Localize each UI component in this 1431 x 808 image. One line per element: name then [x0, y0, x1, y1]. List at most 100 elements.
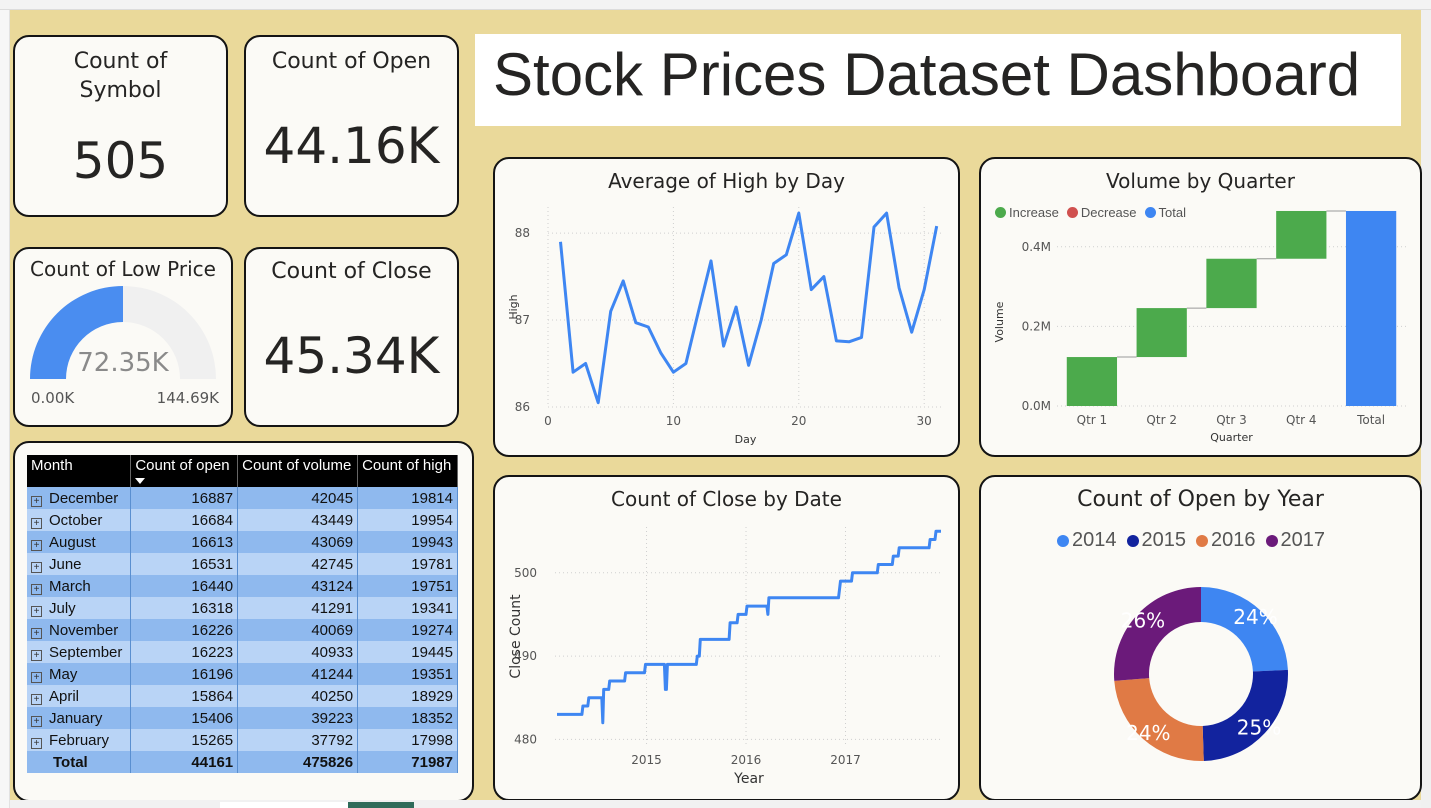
- cell-month[interactable]: + May: [27, 663, 132, 685]
- cell-high: 19814: [357, 487, 458, 509]
- chart-card-close-date[interactable]: Count of Close by Date 480 490 500 2015 2016…: [493, 475, 960, 801]
- table-row[interactable]: + December 16887 42045 19814: [27, 487, 458, 509]
- cell-volume: 41244: [237, 663, 359, 685]
- donut-slice-2015: [1202, 669, 1288, 761]
- legend-dot-icon: [995, 207, 1006, 218]
- chart-title: Average of High by Day: [608, 169, 845, 193]
- x-tick-label: 30: [917, 414, 932, 428]
- kpi-card-close[interactable]: Count of Close 45.34K: [244, 247, 459, 427]
- page-tab-active[interactable]: [348, 802, 414, 808]
- legend-label: 2014: [1072, 529, 1117, 551]
- y-tick-label: 490: [514, 649, 537, 663]
- x-tick-label: 0: [544, 414, 552, 428]
- cell-total-volume: 475826: [237, 751, 359, 773]
- expand-icon[interactable]: +: [31, 605, 42, 617]
- chart-card-avg-high[interactable]: Average of High by Day 86 87 88 0 10 20 30 Day H…: [493, 157, 960, 457]
- expand-icon[interactable]: +: [31, 539, 42, 551]
- series-line: [559, 211, 939, 405]
- y-tick-label: 480: [514, 732, 537, 746]
- month-label: January: [49, 709, 103, 727]
- expand-icon[interactable]: +: [31, 517, 42, 529]
- x-tick-label: 10: [666, 414, 681, 428]
- month-label: August: [49, 533, 96, 551]
- cell-total-open: 44161: [130, 751, 239, 773]
- column-header-count-high[interactable]: Count of high: [357, 455, 458, 487]
- donut-chart-open-year: 24% 25% 24% 26%: [1114, 587, 1288, 761]
- slice-data-label: 25%: [1237, 716, 1281, 740]
- cell-month[interactable]: + February: [27, 729, 132, 751]
- x-tick-label: Qtr 2: [1146, 413, 1177, 427]
- chart-card-open-year[interactable]: Count of Open by Year 2014 2015 2016 2017 2…: [979, 475, 1422, 801]
- table-row[interactable]: + June 16531 42745 19781: [27, 553, 458, 575]
- legend-dot-icon: [1066, 207, 1078, 218]
- table-row[interactable]: + November 16226 40069 19274: [27, 619, 458, 641]
- legend-item[interactable]: Total: [1144, 205, 1186, 220]
- table-row[interactable]: + September 16223 40933 19445: [27, 641, 458, 663]
- expand-icon[interactable]: +: [31, 715, 42, 727]
- table-row[interactable]: + July 16318 41291 19341: [27, 597, 458, 619]
- kpi-value: 45.34K: [263, 327, 440, 385]
- page-tab[interactable]: [220, 802, 348, 808]
- cell-month[interactable]: + April: [27, 685, 132, 707]
- chart-title: Count of Open by Year: [1077, 487, 1324, 512]
- legend-item[interactable]: 2014: [1057, 529, 1117, 552]
- table-row[interactable]: + January 15406 39223 18352: [27, 707, 458, 729]
- column-header-count-volume[interactable]: Count of volume: [237, 455, 359, 487]
- legend-item[interactable]: Increase: [995, 205, 1059, 220]
- cell-high: 19274: [357, 619, 458, 641]
- cell-month[interactable]: + July: [27, 597, 132, 619]
- expand-icon[interactable]: +: [31, 693, 42, 705]
- month-label: July: [49, 599, 76, 617]
- cell-month[interactable]: + June: [27, 553, 132, 575]
- table-row[interactable]: + August 16613 43069 19943: [27, 531, 458, 553]
- legend-item[interactable]: 2017: [1265, 529, 1325, 552]
- month-label: October: [49, 511, 103, 529]
- cell-month[interactable]: + March: [27, 575, 132, 597]
- dashboard-title-box: Stock Prices Dataset Dashboard: [475, 34, 1401, 126]
- y-tick-label: 0.0M: [1022, 399, 1051, 413]
- month-label: May: [49, 665, 78, 683]
- legend-item[interactable]: 2015: [1126, 529, 1186, 552]
- kpi-card-open[interactable]: Count of Open 44.16K: [244, 35, 459, 217]
- cell-month[interactable]: + December: [27, 487, 132, 509]
- chart-legend[interactable]: 2014 2015 2016 2017: [1057, 529, 1325, 552]
- sort-down-icon[interactable]: [135, 478, 146, 484]
- cell-month[interactable]: + January: [27, 707, 132, 729]
- month-label: February: [49, 731, 110, 749]
- legend-item[interactable]: Decrease: [1066, 205, 1137, 220]
- slice-data-label: 26%: [1121, 608, 1165, 632]
- cell-month[interactable]: + August: [27, 531, 132, 553]
- table-row[interactable]: + May 16196 41244 19351: [27, 663, 458, 685]
- legend-item[interactable]: 2016: [1196, 529, 1256, 552]
- cell-high: 19781: [357, 553, 458, 575]
- table-row[interactable]: + April 15864 40250 18929: [27, 685, 458, 707]
- month-label: December: [49, 489, 119, 507]
- table-row[interactable]: + October 16684 43449 19954: [27, 509, 458, 531]
- month-label: September: [49, 643, 123, 661]
- chart-card-volume-quarter[interactable]: Volume by Quarter Increase Decrease Total …: [979, 157, 1422, 457]
- cell-high: 19351: [357, 663, 458, 685]
- expand-icon[interactable]: +: [31, 583, 42, 595]
- cell-month[interactable]: + October: [27, 509, 132, 531]
- expand-icon[interactable]: +: [31, 737, 42, 749]
- legend-label: 2016: [1211, 529, 1256, 551]
- column-header-month[interactable]: Month: [27, 455, 132, 487]
- chart-title: Count of Close by Date: [611, 487, 842, 511]
- expand-icon[interactable]: +: [31, 671, 42, 683]
- expand-icon[interactable]: +: [31, 627, 42, 639]
- expand-icon[interactable]: +: [31, 495, 42, 507]
- month-matrix[interactable]: Month Count of open Count of volume Coun…: [27, 455, 458, 773]
- x-tick-label: Qtr 1: [1077, 413, 1108, 427]
- kpi-card-symbol[interactable]: Count of Symbol 505: [13, 35, 228, 217]
- expand-icon[interactable]: +: [31, 561, 42, 573]
- column-header-count-open[interactable]: Count of open: [130, 455, 239, 487]
- cell-month[interactable]: + September: [27, 641, 132, 663]
- table-row[interactable]: + March 16440 43124 19751: [27, 575, 458, 597]
- table-row[interactable]: + February 15265 37792 17998: [27, 729, 458, 751]
- cell-month[interactable]: + November: [27, 619, 132, 641]
- cell-open: 16440: [130, 575, 239, 597]
- chart-legend[interactable]: Increase Decrease Total: [995, 205, 1186, 220]
- gauge-title: Count of Low Price: [30, 257, 216, 281]
- gauge-card-low-price[interactable]: Count of Low Price 72.35K 0.00K 144.69K: [13, 247, 233, 427]
- expand-icon[interactable]: +: [31, 649, 42, 661]
